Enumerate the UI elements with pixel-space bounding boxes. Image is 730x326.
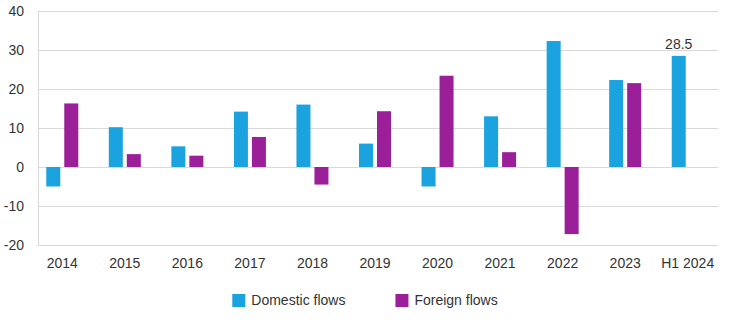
bar <box>189 156 203 167</box>
bar <box>64 103 78 167</box>
bar <box>252 137 266 167</box>
series-bars <box>64 76 641 234</box>
y-tick-label: -20 <box>4 237 24 253</box>
x-tick-label: 2022 <box>547 255 578 271</box>
y-axis-line <box>39 12 719 246</box>
bar <box>672 56 686 167</box>
y-tick-label: -10 <box>4 198 24 214</box>
bar <box>234 112 248 167</box>
x-tick: 2021 <box>485 255 516 271</box>
legend-item: Domestic flows <box>232 292 345 308</box>
bar <box>314 167 328 185</box>
grid-line <box>38 50 718 51</box>
legend: Domestic flows Foreign flows <box>232 292 497 308</box>
x-tick-label: 2016 <box>172 255 203 271</box>
bar <box>171 146 185 167</box>
x-tick-label: 2018 <box>297 255 328 271</box>
x-tick: 2017 <box>234 255 265 271</box>
bars <box>46 41 685 234</box>
x-tick: 2015 <box>109 255 140 271</box>
legend-item: Foreign flows <box>395 292 497 308</box>
bar <box>296 105 310 167</box>
y-tick-label: 30 <box>8 42 24 58</box>
grid-line <box>38 245 718 246</box>
x-tick-label: 2023 <box>610 255 641 271</box>
bar <box>547 41 561 167</box>
bar <box>440 76 454 167</box>
x-tick-label: 2014 <box>47 255 78 271</box>
x-tick: H1 2024 <box>661 255 714 271</box>
x-tick: 2014 <box>47 255 78 271</box>
x-tick-label: H1 2024 <box>661 255 714 271</box>
bar <box>46 167 60 187</box>
chart: -20-100102030402014201520162017201820192… <box>0 0 730 326</box>
y-tick: 30 <box>8 42 718 58</box>
x-tick: 2023 <box>610 255 641 271</box>
y-tick-label: 40 <box>8 3 24 19</box>
y-tick: -10 <box>4 198 718 214</box>
bar <box>484 116 498 167</box>
legend-label: Domestic flows <box>251 292 345 308</box>
bar <box>127 154 141 167</box>
grid-line <box>38 206 718 207</box>
series-bars <box>46 41 685 186</box>
bar <box>565 167 579 234</box>
bar <box>377 111 391 167</box>
legend-swatch <box>232 294 245 307</box>
legend-label: Foreign flows <box>414 292 497 308</box>
x-axis: 2014 2015 2016 2017 2018 2019 2020 2021 2022 2023… <box>47 255 715 271</box>
legend-swatch <box>395 294 408 307</box>
bar <box>109 127 123 167</box>
x-tick: 2018 <box>297 255 328 271</box>
x-tick: 2016 <box>172 255 203 271</box>
x-tick-label: 2021 <box>485 255 516 271</box>
x-tick: 2019 <box>359 255 390 271</box>
x-tick-label: 2015 <box>109 255 140 271</box>
x-tick-label: 2019 <box>359 255 390 271</box>
y-tick: -20 <box>4 237 718 253</box>
y-axis: -20 -10 0 10 20 30 40 <box>4 3 718 253</box>
grid-line <box>38 11 718 12</box>
y-tick-label: 10 <box>8 120 24 136</box>
bar <box>422 167 436 187</box>
bar <box>609 80 623 167</box>
data-label: 28.5 <box>665 36 692 52</box>
x-tick-label: 2020 <box>422 255 453 271</box>
grid-line <box>38 167 718 168</box>
data-labels: 28.5 <box>665 36 692 52</box>
bar <box>502 152 516 167</box>
bar <box>627 83 641 167</box>
bar <box>359 144 373 167</box>
y-tick-label: 20 <box>8 81 24 97</box>
x-tick: 2022 <box>547 255 578 271</box>
y-tick: 40 <box>8 3 718 19</box>
y-tick-label: 0 <box>16 159 24 175</box>
x-tick-label: 2017 <box>234 255 265 271</box>
x-tick: 2020 <box>422 255 453 271</box>
